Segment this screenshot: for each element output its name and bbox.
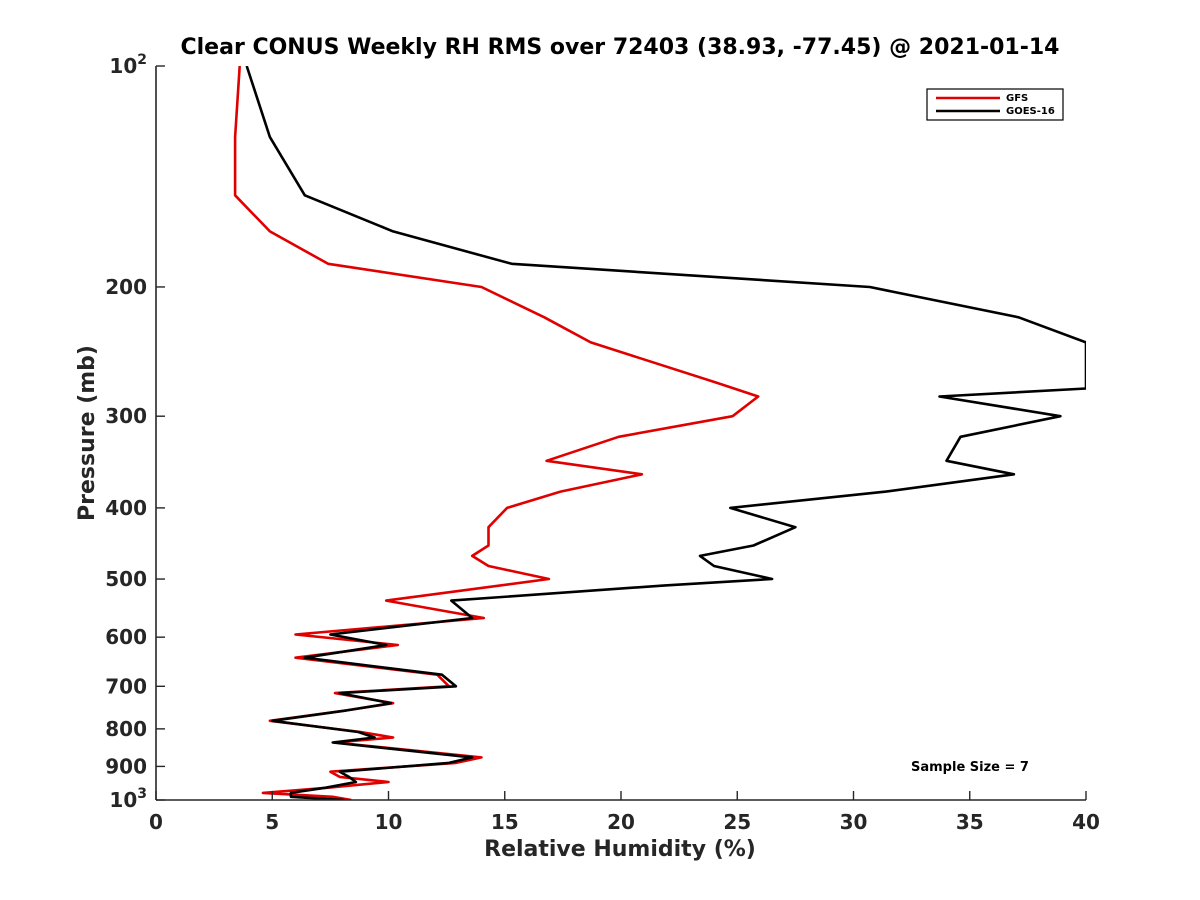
y-tick-label: 500 — [105, 567, 147, 591]
y-tick-label: 600 — [105, 625, 147, 649]
y-tick-label: 103 — [109, 786, 147, 812]
x-tick-label: 20 — [607, 810, 635, 834]
y-tick-label: 700 — [105, 674, 147, 698]
chart-title: Clear CONUS Weekly RH RMS over 72403 (38… — [181, 35, 1060, 60]
x-tick-label: 0 — [149, 810, 163, 834]
y-tick-label: 400 — [105, 496, 147, 520]
x-axis-title: Relative Humidity (%) — [484, 837, 756, 862]
x-tick-label: 30 — [840, 810, 868, 834]
x-tick-label: 40 — [1072, 810, 1100, 834]
x-tick-label: 25 — [723, 810, 751, 834]
y-axis-title: Pressure (mb) — [75, 345, 100, 521]
legend-label-gfs: GFS — [1006, 93, 1028, 104]
y-tick-label: 300 — [105, 404, 147, 428]
x-tick-label: 35 — [956, 810, 984, 834]
series-line-goes16 — [245, 66, 1086, 800]
x-tick-label: 10 — [375, 810, 403, 834]
y-tick-label: 200 — [105, 275, 147, 299]
y-tick-label: 800 — [105, 717, 147, 741]
series-lines — [233, 66, 1086, 800]
legend-label-goes16: GOES-16 — [1006, 106, 1055, 117]
axes: 0 5 10 15 20 25 30 35 40 102 200 300 400 500 600 700 800… — [105, 52, 1100, 834]
x-tick-label: 15 — [491, 810, 519, 834]
y-tick-label: 102 — [109, 52, 147, 78]
legend-box — [926, 88, 1064, 121]
sample-size-annotation: Sample Size = 7 — [911, 760, 1029, 775]
x-tick-label: 5 — [265, 810, 279, 834]
y-tick-label: 900 — [105, 754, 147, 778]
legend: GFS GOES-16 — [926, 88, 1064, 121]
series-line-gfs — [233, 66, 760, 800]
